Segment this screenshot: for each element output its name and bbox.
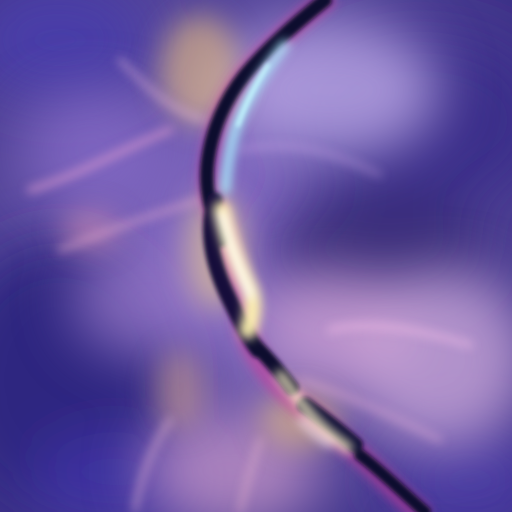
- cyan-accent: [236, 63, 270, 127]
- pink-filaments: [27, 57, 473, 512]
